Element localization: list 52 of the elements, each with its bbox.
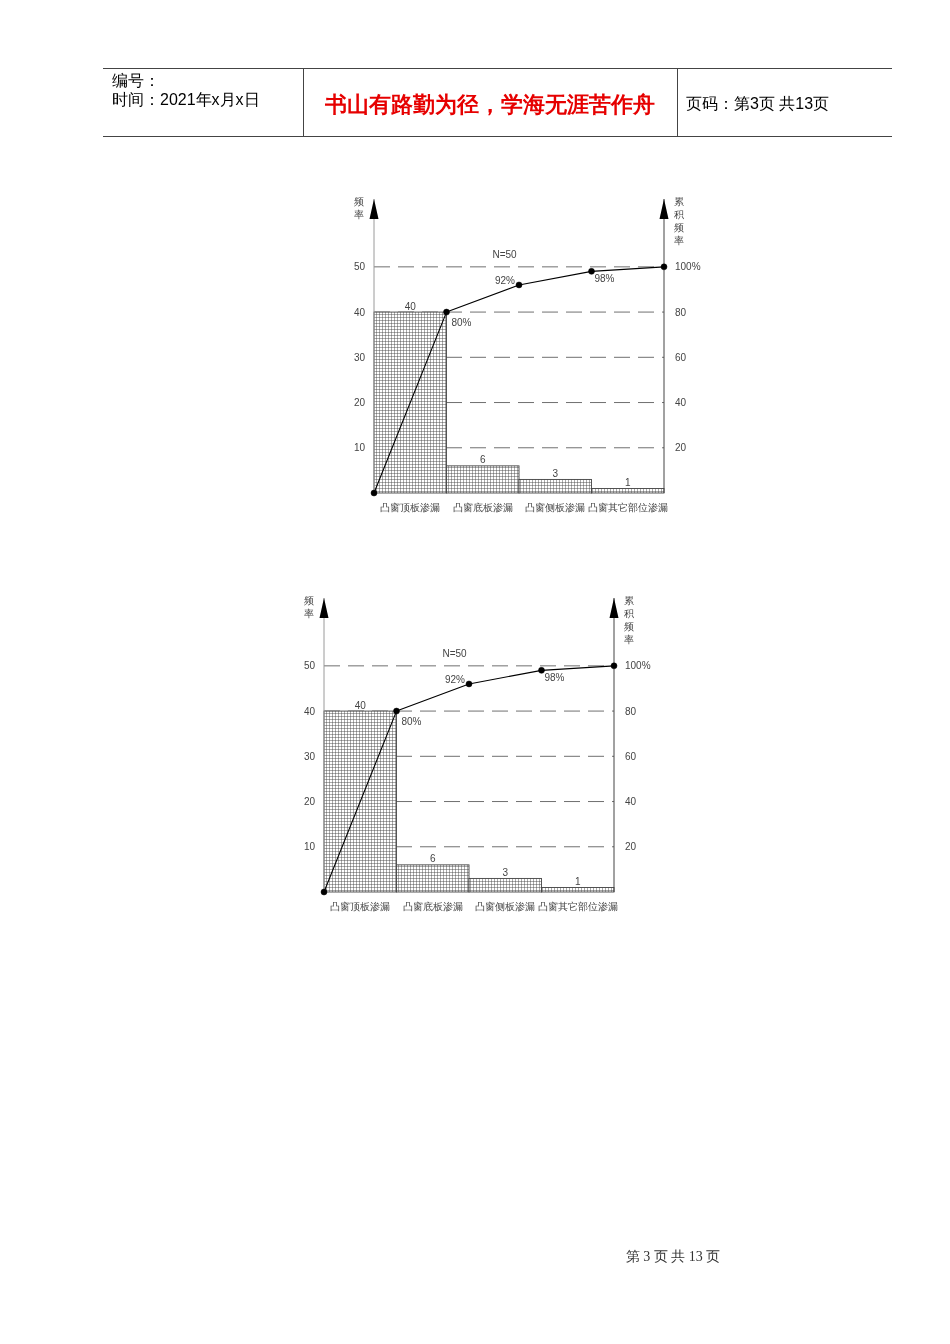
- x-tick-label: 凸窗底板渗漏: [402, 900, 463, 912]
- x-tick-label: 凸窗其它部位渗漏: [537, 900, 618, 912]
- data-label: 1: [624, 476, 631, 488]
- y-tick-label: 40: [353, 306, 366, 318]
- y2-axis-title: 累积频率: [624, 594, 634, 645]
- annotation: N=50: [442, 648, 468, 660]
- text: 编号：: [112, 71, 160, 89]
- x-tick-label: 凸窗侧板渗漏: [475, 900, 536, 912]
- data-label: 80%: [401, 715, 422, 727]
- text: 第 3 页 共 13 页: [625, 1248, 721, 1264]
- data-label: 98%: [544, 671, 565, 683]
- data-label: 1: [574, 875, 581, 887]
- y2-tick-label: 60: [675, 351, 687, 363]
- y-tick-label: 30: [303, 750, 316, 762]
- text: 时间：2021年x月x日: [112, 90, 260, 108]
- y-axis-title: 频率: [304, 594, 314, 619]
- y-tick-label: 20: [303, 796, 316, 808]
- y-tick-label: 10: [353, 442, 366, 454]
- y-tick-label: 20: [353, 397, 366, 409]
- data-label: 80%: [451, 316, 472, 328]
- data-label: 3: [552, 467, 559, 479]
- y-tick-label: 10: [303, 841, 316, 853]
- y-tick-label: 50: [303, 660, 316, 672]
- y2-tick-label: 80: [675, 306, 687, 318]
- text: 书山有路勤为径，学海无涯苦作舟: [324, 91, 655, 117]
- y2-axis-title: 累积频率: [674, 195, 684, 246]
- data-label: 3: [502, 866, 509, 878]
- x-tick-label: 凸窗顶板渗漏: [380, 501, 441, 513]
- data-label: 92%: [445, 674, 466, 686]
- y2-tick-label: 100%: [625, 660, 651, 672]
- data-label: 40: [404, 300, 417, 312]
- y-tick-label: 40: [303, 705, 316, 717]
- x-tick-label: 凸窗侧板渗漏: [525, 501, 586, 513]
- y2-tick-label: 40: [675, 397, 687, 409]
- y2-tick-label: 100%: [675, 261, 701, 273]
- x-tick-label: 凸窗底板渗漏: [452, 501, 513, 513]
- y-tick-label: 30: [353, 351, 366, 363]
- y-tick-label: 50: [353, 261, 366, 273]
- annotation: N=50: [492, 249, 518, 261]
- y-axis-title: 频率: [354, 195, 364, 220]
- data-label: 92%: [495, 275, 516, 287]
- data-label: 6: [479, 454, 486, 466]
- text: 页码：第3页 共13页: [686, 94, 830, 112]
- y2-tick-label: 40: [625, 796, 637, 808]
- y2-tick-label: 60: [625, 750, 637, 762]
- x-tick-label: 凸窗顶板渗漏: [330, 900, 391, 912]
- data-label: 6: [429, 853, 436, 865]
- y2-tick-label: 80: [625, 705, 637, 717]
- x-tick-label: 凸窗其它部位渗漏: [587, 501, 668, 513]
- y2-tick-label: 20: [675, 442, 687, 454]
- y2-tick-label: 20: [625, 841, 637, 853]
- data-label: 98%: [594, 272, 615, 284]
